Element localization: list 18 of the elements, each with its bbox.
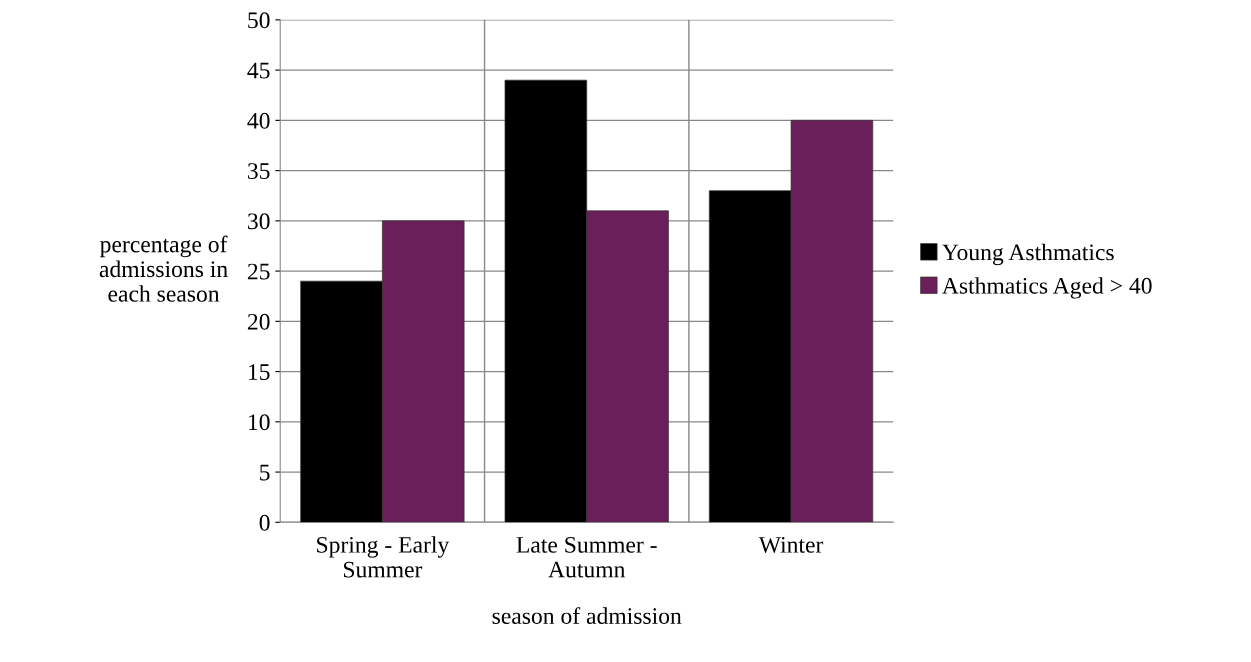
legend-label: Young Asthmatics [942, 243, 1114, 266]
y-tick-label: 30 [248, 213, 270, 230]
y-tick-label: 35 [248, 163, 270, 180]
y-tick-label: 20 [247, 313, 270, 330]
y-tick-label: 10 [248, 414, 270, 431]
legend-label: Asthmatics Aged > 40 [942, 277, 1152, 299]
y-tick-label: 0 [259, 514, 270, 531]
y-tick-label: 50 [248, 12, 270, 29]
y-tick-label: 15 [248, 364, 270, 381]
y-tick-label: 5 [260, 464, 270, 481]
y-tick-label: 45 [247, 62, 270, 79]
y-tick-label: 25 [247, 263, 270, 280]
x-tick-label: Late Summer - Autumn [516, 536, 657, 578]
y-tick-label: 40 [247, 112, 270, 129]
x-tick-label: Winter [758, 536, 824, 553]
y-axis-title: percentage of admissions in each season [99, 235, 228, 302]
x-tick-label: Spring - Early Summer [317, 536, 450, 578]
x-axis-title: season of admission [492, 607, 682, 624]
